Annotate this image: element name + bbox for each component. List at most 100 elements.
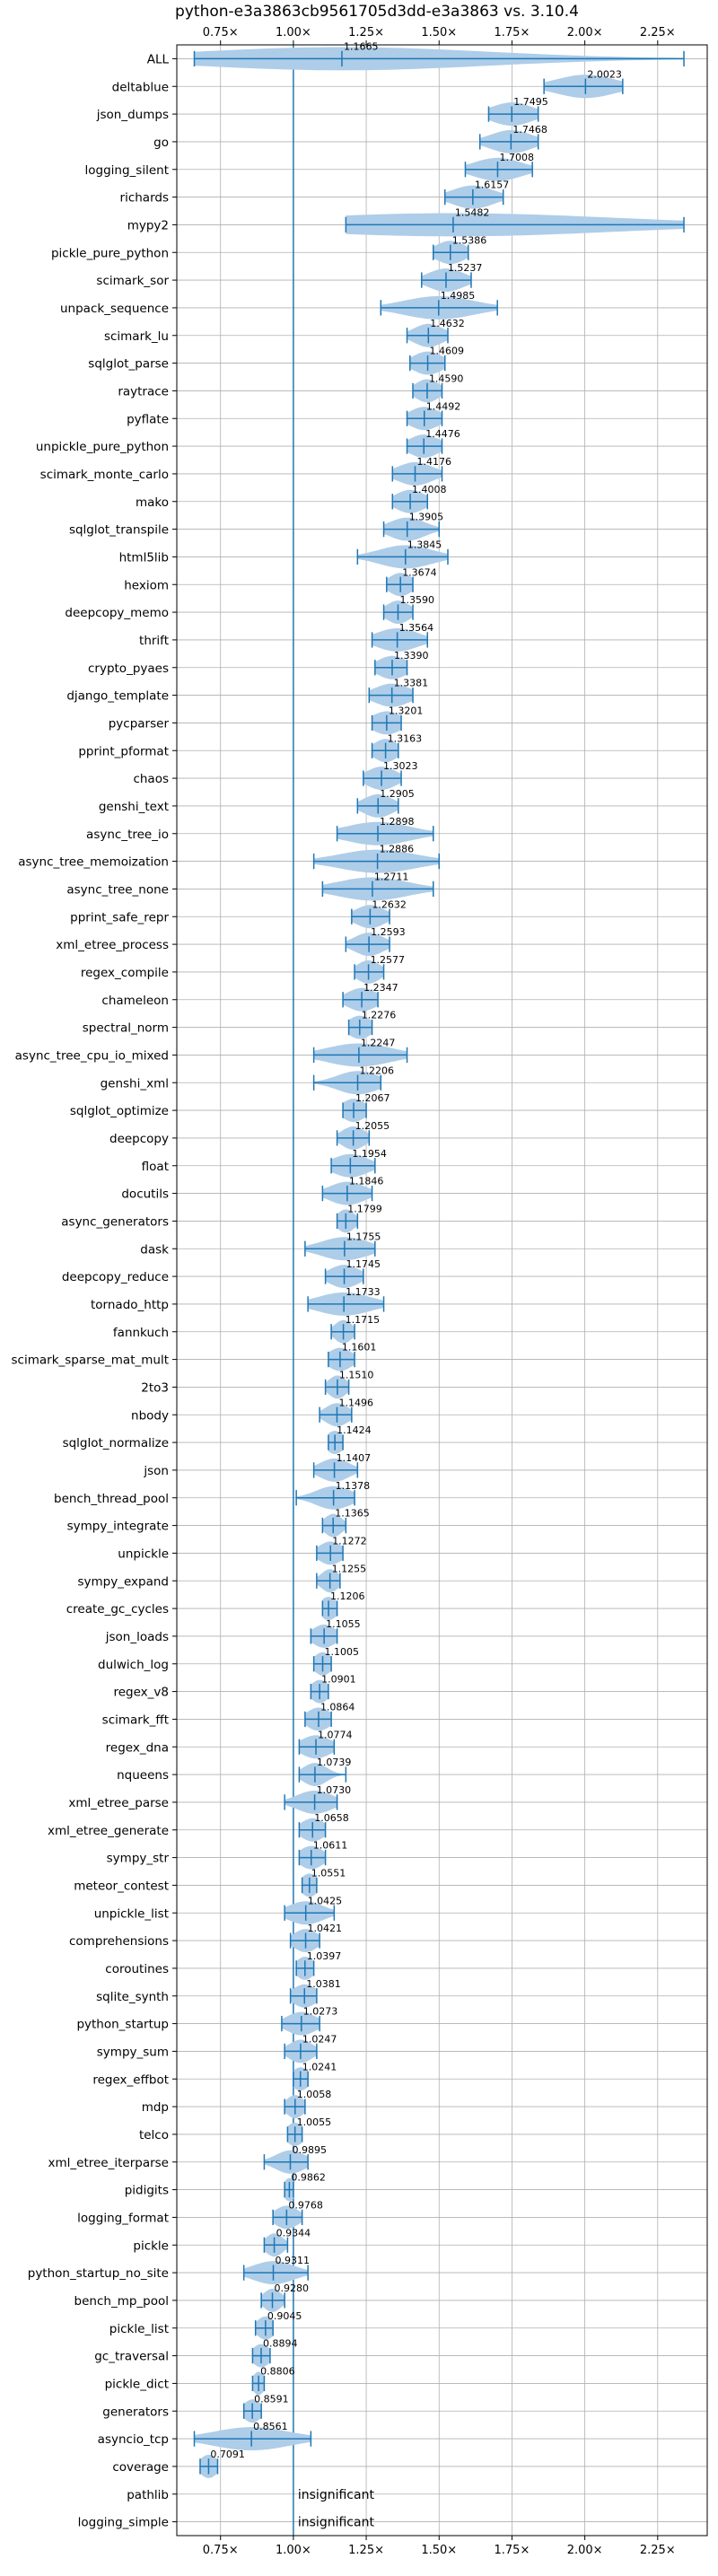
data-label: 0.9768 <box>288 2200 323 2212</box>
data-label: 1.6157 <box>475 180 510 191</box>
data-label: 1.3201 <box>389 705 424 717</box>
ytick-label: pyflate <box>127 412 169 426</box>
data-label: 1.1799 <box>347 1204 382 1215</box>
data-label: 1.5386 <box>452 234 486 246</box>
data-label: 1.0381 <box>306 1978 341 1990</box>
data-label: 1.0658 <box>314 1812 349 1824</box>
data-label: 1.3023 <box>383 760 418 772</box>
ytick-label: scimark_fft <box>102 1713 169 1727</box>
data-label: 1.3674 <box>402 566 437 578</box>
ytick-label: create_gc_cycles <box>66 1602 169 1617</box>
xtick-label-bottom: 1.75× <box>495 2544 530 2557</box>
ytick-label: regex_dna <box>106 1740 169 1755</box>
data-label: 1.0864 <box>320 1702 355 1713</box>
data-label: 0.9344 <box>276 2227 311 2239</box>
ytick-label: deepcopy <box>109 1132 169 1146</box>
data-label: 1.2593 <box>371 926 406 938</box>
ytick-label: json_dumps <box>96 108 169 122</box>
data-label: 1.4985 <box>441 290 475 302</box>
data-label: 1.2067 <box>355 1092 390 1104</box>
data-label: 1.3163 <box>388 732 423 744</box>
data-label: 2.0023 <box>587 68 622 80</box>
data-label: 1.1733 <box>346 1286 381 1298</box>
xtick-label-top: 1.25× <box>348 26 384 39</box>
grid-layer <box>177 45 707 2536</box>
data-label: 1.1378 <box>336 1480 371 1492</box>
ytick-label: dask <box>140 1242 169 1257</box>
data-label: 1.4492 <box>426 400 461 412</box>
ytick-label: bench_thread_pool <box>54 1492 169 1506</box>
ytick-label: json <box>143 1464 169 1478</box>
ytick-label: telco <box>139 2128 169 2142</box>
ytick-label: coverage <box>112 2460 169 2475</box>
ytick-label: coroutines <box>105 1962 169 1976</box>
ytick-label: crypto_pyaes <box>88 662 169 676</box>
data-label: 1.7468 <box>512 124 547 136</box>
ytick-label: nbody <box>131 1408 169 1423</box>
ytick-label: scimark_monte_carlo <box>40 468 169 482</box>
ytick-label: deepcopy_reduce <box>62 1270 169 1284</box>
xtick-label-bottom: 1.50× <box>421 2544 457 2557</box>
data-label: 0.8591 <box>254 2393 289 2405</box>
data-label: 1.4632 <box>430 318 465 329</box>
ytick-label: pickle_list <box>109 2322 169 2336</box>
ytick-label: pidigits <box>125 2184 169 2198</box>
ytick-label: unpickle <box>118 1546 169 1561</box>
data-label: 1.4609 <box>430 346 465 357</box>
data-label: 1.1055 <box>326 1618 361 1630</box>
ytick-label: scimark_sparse_mat_mult <box>12 1354 169 1368</box>
ytick-label: async_tree_io <box>86 828 169 842</box>
ytick-label: thrift <box>139 634 169 648</box>
data-label: 1.2632 <box>372 898 407 910</box>
ytick-label: pprint_pformat <box>78 744 169 758</box>
data-label: 1.3381 <box>394 678 429 689</box>
ytick-label: meteor_contest <box>74 1879 169 1893</box>
ytick-label: chaos <box>133 772 169 786</box>
chart-title: python-e3a3863cb9561705d3dd-e3a3863 vs. … <box>175 3 579 21</box>
ytick-label: tornado_http <box>91 1298 169 1312</box>
ytick-label: html5lib <box>119 550 169 565</box>
data-label: 1.2886 <box>380 844 415 855</box>
ytick-label: logging_simple <box>78 2516 169 2530</box>
ytick-label: sympy_expand <box>77 1574 169 1589</box>
ytick-label: sqlglot_parse <box>88 357 169 372</box>
data-label: 1.2247 <box>361 1038 396 1049</box>
data-label: 0.7091 <box>210 2449 245 2460</box>
ytick-label: deltablue <box>112 80 169 94</box>
data-label: 1.0425 <box>308 1895 343 1906</box>
data-label: 0.8561 <box>253 2421 288 2432</box>
data-label: 1.3590 <box>399 594 434 606</box>
data-label: 1.1846 <box>349 1176 384 1187</box>
ytick-label: chameleon <box>101 994 169 1008</box>
ytick-label: bench_mp_pool <box>74 2294 169 2309</box>
ytick-label: scimark_lu <box>104 329 169 344</box>
data-label: 0.9311 <box>276 2255 311 2266</box>
xtick-label-bottom: 1.25× <box>348 2544 384 2557</box>
data-label: 1.0273 <box>303 2006 338 2018</box>
xtick-label-top: 2.25× <box>640 26 676 39</box>
data-label: 1.2898 <box>380 816 415 828</box>
data-label: 1.3390 <box>394 650 429 662</box>
data-label: 1.2577 <box>371 954 406 966</box>
ytick-label: spectral_norm <box>83 1021 169 1036</box>
data-label: 1.0397 <box>307 1950 342 1962</box>
data-label: 1.3564 <box>399 622 434 634</box>
data-label: 1.3845 <box>407 539 442 551</box>
data-label: 0.9280 <box>275 2282 310 2294</box>
ytick-label: go <box>153 136 169 150</box>
data-label: 1.0055 <box>297 2116 332 2128</box>
data-label: 0.8894 <box>263 2338 298 2350</box>
ytick-label: nqueens <box>117 1768 169 1783</box>
ytick-label: sympy_str <box>107 1852 170 1866</box>
ytick-label: scimark_sor <box>96 274 169 288</box>
ytick-label: unpickle_pure_python <box>36 440 169 454</box>
ytick-label: asyncio_tcp <box>98 2432 169 2447</box>
data-label: 0.8806 <box>260 2366 295 2378</box>
insignificant-label: insignificant <box>298 2516 375 2530</box>
ytick-label: hexiom <box>124 578 169 592</box>
plot-frame <box>176 44 708 2537</box>
data-label: 1.4176 <box>416 456 451 468</box>
data-label: 1.0241 <box>302 2061 337 2072</box>
